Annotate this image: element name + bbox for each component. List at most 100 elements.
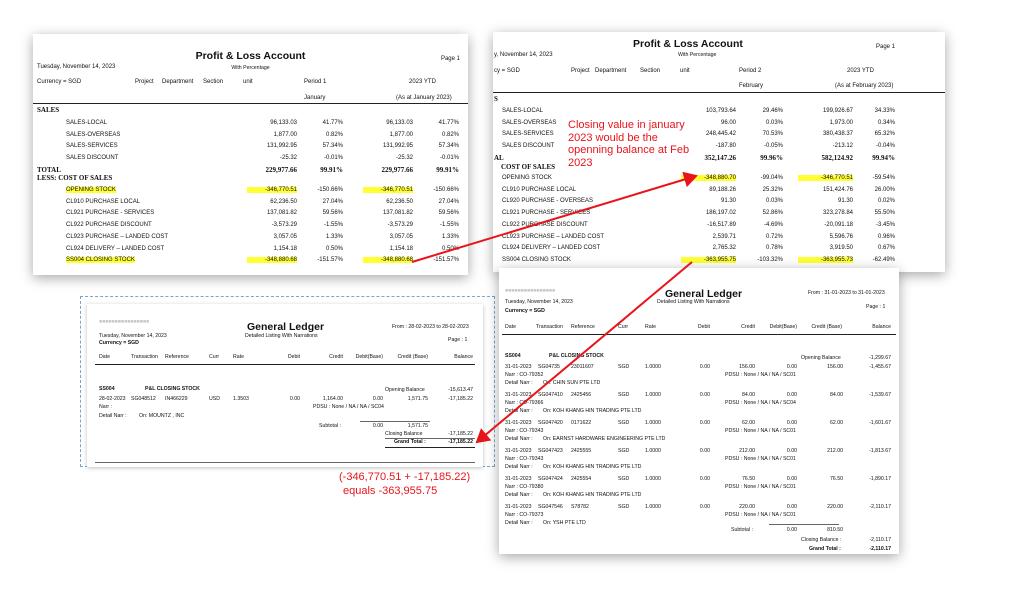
row-ytd-pct: -62.49% bbox=[872, 256, 895, 263]
row-ytd-value: 91.30 bbox=[837, 198, 853, 205]
opening-value: -1,299.67 bbox=[869, 355, 891, 361]
row-debit: 0.00 bbox=[699, 504, 710, 510]
row-ytd-pct: 1.33% bbox=[441, 233, 459, 240]
row-reference: IN466229 bbox=[165, 396, 188, 402]
row-date: 31-01-2023 bbox=[505, 392, 532, 398]
row-debit: 0.00 bbox=[699, 476, 710, 482]
row-debit-base: 0.00 bbox=[786, 420, 797, 426]
row-period-pct: 27.04% bbox=[322, 198, 343, 205]
row-ytd-value: -25.32 bbox=[395, 155, 413, 162]
row-pdsu: PDSU : None / NA / NA / SC01 bbox=[725, 372, 796, 378]
row-currency: SGD bbox=[618, 476, 630, 482]
page-number: Page 1 bbox=[440, 56, 460, 62]
row-detail-narr: Detail Narr : bbox=[505, 408, 533, 414]
row-name: CL910 PURCHASE LOCAL bbox=[502, 186, 577, 193]
col-asat: (As at February 2023) bbox=[835, 83, 894, 89]
row-period-value: 91.30 bbox=[720, 198, 736, 205]
currency-label: Currency = SGD bbox=[505, 308, 545, 314]
row-debit: 0.00 bbox=[699, 420, 710, 426]
row-currency: SGD bbox=[618, 420, 630, 426]
row-period-pct: 52.86% bbox=[762, 210, 783, 217]
opening-label: Opening Balance bbox=[801, 355, 841, 361]
col-unit: unit bbox=[680, 68, 690, 74]
currency-label: Currency = SGD bbox=[37, 79, 82, 85]
total-period-pct: 99.91% bbox=[320, 166, 343, 174]
opening-label: Opening Balance bbox=[385, 387, 425, 393]
ledger-title: General Ledger bbox=[665, 288, 743, 300]
row-period-value: -346,770.51 bbox=[247, 187, 297, 193]
total-ytd-pct: 99.91% bbox=[436, 166, 459, 174]
arrow-closing-to-grand-total bbox=[475, 261, 693, 444]
row-currency: SGD bbox=[618, 504, 630, 510]
row-period-pct: -150.66% bbox=[317, 187, 343, 193]
header-debit: Debit bbox=[287, 354, 300, 360]
row-ytd-pct: 59.56% bbox=[438, 210, 459, 217]
row-period-value: -348,880.68 bbox=[247, 257, 297, 264]
row-currency: USD bbox=[209, 396, 220, 402]
row-ytd-value: -346,770.51 bbox=[798, 175, 853, 181]
sales-header: S bbox=[494, 95, 498, 103]
header-curr: Curr bbox=[209, 354, 220, 360]
row-credit-base: 84.00 bbox=[830, 392, 843, 398]
row-rate: 1.0000 bbox=[645, 392, 661, 398]
row-narr: Narr : CO-79352 bbox=[505, 372, 544, 378]
row-ytd-value: -3,573.29 bbox=[387, 222, 413, 229]
arrow-closing-to-opening bbox=[411, 171, 698, 263]
row-currency: SGD bbox=[618, 448, 630, 454]
total-ytd-pct: 99.94% bbox=[872, 154, 895, 162]
row-ytd-value: 3,057.05 bbox=[389, 233, 413, 240]
row-ytd-pct: 26.00% bbox=[874, 186, 895, 193]
company-name: ■■■■■■■■■■■■■■■■ bbox=[505, 288, 556, 294]
row-reference: 2425554 bbox=[571, 476, 592, 482]
row-period-pct: -1.55% bbox=[323, 222, 343, 229]
row-pdsu: PDSU : None / NA / NA / SC01 bbox=[725, 512, 796, 518]
row-ytd-value: 62,236.50 bbox=[386, 198, 413, 205]
row-pdsu: PDSU : None / NA / NA / SC04 bbox=[313, 404, 384, 410]
col-project: Project bbox=[135, 79, 154, 85]
col-month: February bbox=[739, 83, 764, 89]
row-credit: 212.00 bbox=[739, 448, 755, 454]
row-rate: 1.0000 bbox=[645, 476, 661, 482]
row-transaction: SG047420 bbox=[538, 420, 563, 426]
header-debit-base: Debit(Base) bbox=[769, 324, 797, 330]
row-period-pct: 0.03% bbox=[765, 119, 783, 126]
subtotal-debit: 0.00 bbox=[372, 423, 383, 429]
row-debit-base: 0.00 bbox=[786, 392, 797, 398]
header-credit: Credit bbox=[329, 354, 343, 360]
annotation-sum-line1: (-346,770.51 + -17,185.22) bbox=[339, 471, 471, 483]
row-transaction: SG048512 bbox=[131, 396, 156, 402]
row-name: CL924 DELIVERY – LANDED COST bbox=[502, 245, 601, 252]
row-ytd-value: -348,880.68 bbox=[363, 257, 413, 264]
row-period-value: 1,154.18 bbox=[273, 245, 297, 252]
row-ytd-value: 1,154.18 bbox=[389, 245, 413, 252]
row-period-pct: 25.32% bbox=[762, 186, 783, 193]
row-currency: SGD bbox=[618, 364, 630, 370]
less-cost-header: LESS: COST OF SALES bbox=[37, 174, 113, 182]
row-credit: 220.00 bbox=[739, 504, 755, 510]
row-detail-on: On: KOH KHANG HIN TRADING PTE LTD bbox=[543, 492, 642, 498]
col-month: January bbox=[304, 95, 326, 101]
row-period-pct: -4.69% bbox=[763, 221, 783, 228]
row-narr: Narr : CO-79343 bbox=[505, 456, 544, 462]
account-code: SS004 bbox=[505, 353, 521, 359]
col-section: Section bbox=[640, 68, 661, 74]
closing-value: -2,110.17 bbox=[869, 537, 891, 543]
row-ytd-value: -213.12 bbox=[832, 143, 853, 150]
row-name: CL921 PURCHASE - SERVICES bbox=[502, 210, 591, 217]
total-ytd: 229,977.66 bbox=[381, 166, 414, 174]
subtotal-debit: 0.00 bbox=[786, 527, 797, 533]
closing-label: Closing Balance bbox=[385, 431, 423, 437]
row-ytd-pct: 55.50% bbox=[874, 210, 895, 217]
row-name: CL920 PURCHASE - OVERSEAS bbox=[502, 198, 594, 205]
row-balance: -1,890.17 bbox=[869, 476, 891, 482]
col-department: Department bbox=[595, 68, 627, 74]
ledger-subtitle: Detailed Listing With Narrations bbox=[657, 299, 730, 305]
row-date: 31-01-2023 bbox=[505, 448, 532, 454]
row-ytd-pct: 57.34% bbox=[438, 143, 459, 150]
row-rate: 1.0000 bbox=[645, 420, 661, 426]
subtotal-credit: 810.50 bbox=[827, 527, 843, 533]
row-period-value: 137,081.82 bbox=[266, 210, 297, 217]
row-period-pct: 0.78% bbox=[765, 245, 783, 252]
header-debit-base: Debit(Base) bbox=[355, 354, 383, 360]
